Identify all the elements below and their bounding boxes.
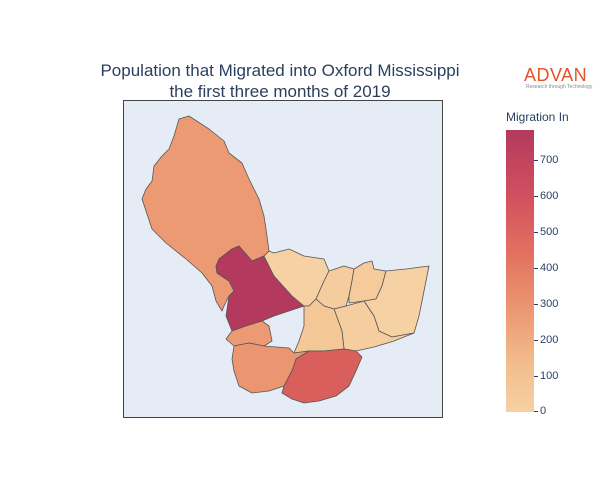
tickmark-400 [534,268,538,269]
tickmark-0 [534,411,538,412]
region-south-west-small[interactable] [225,320,273,347]
tickmark-100 [534,376,538,377]
tickmark-700 [534,160,538,161]
tickmark-500 [534,232,538,233]
chart-title: Population that Migrated into Oxford Mis… [40,60,520,102]
tickmark-300 [534,304,538,305]
tick-300: 300 [540,298,559,310]
colorbar-title: Migration In [506,110,569,124]
tickmark-200 [534,340,538,341]
advan-logo: ADVAN Research through Technology [524,66,600,91]
choropleth-map[interactable] [124,101,443,418]
tick-200: 200 [540,334,559,346]
title-line-2: the first three months of 2019 [169,82,391,101]
region-south-east[interactable] [281,348,363,404]
tick-500: 500 [540,226,559,238]
logo-wordmark: ADVAN [524,65,588,85]
tick-600: 600 [540,190,559,202]
map-frame[interactable] [123,100,443,418]
tick-100: 100 [540,370,559,382]
tickmark-600 [534,196,538,197]
colorbar [506,130,534,412]
tick-0: 0 [540,405,547,417]
tick-400: 400 [540,262,559,274]
tick-700: 700 [540,154,559,166]
logo-tagline: Research through Technology [526,84,593,90]
title-line-1: Population that Migrated into Oxford Mis… [100,61,460,80]
